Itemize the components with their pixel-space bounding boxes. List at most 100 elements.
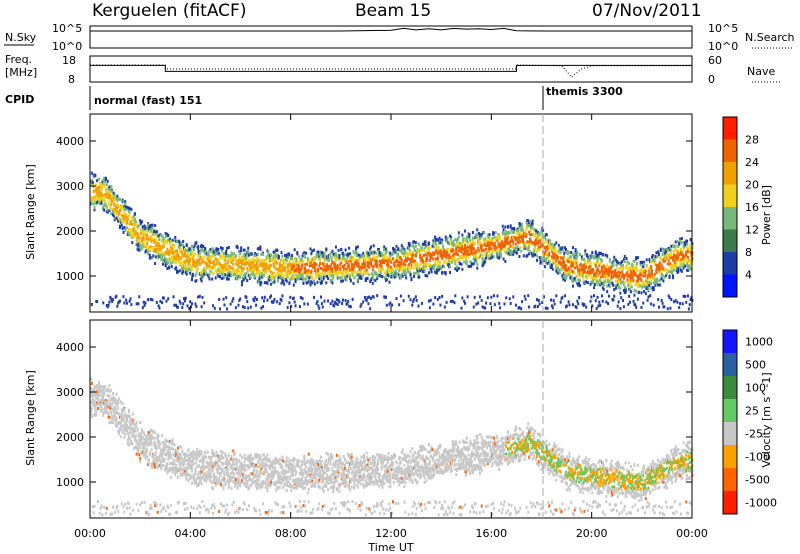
scatter-cell <box>551 258 554 262</box>
scatter-cell <box>190 244 193 248</box>
scatter-cell <box>517 241 520 245</box>
scatter-cell <box>622 258 625 262</box>
scatter-cell <box>621 260 624 264</box>
scatter-cell <box>116 304 119 308</box>
scatter-cell <box>323 272 326 276</box>
scatter-cell <box>91 395 94 399</box>
scatter-cell <box>199 277 202 281</box>
scatter-cell <box>291 271 294 275</box>
scatter-cell <box>648 269 651 273</box>
scatter-cell <box>192 263 195 267</box>
scatter-cell <box>135 502 138 506</box>
scatter-cell <box>606 254 609 258</box>
scatter-cell <box>560 262 563 266</box>
scatter-cell <box>384 295 387 299</box>
scatter-cell <box>109 196 112 200</box>
scatter-cell <box>337 248 340 252</box>
scatter-cell <box>162 253 165 257</box>
scatter-cell <box>271 273 274 277</box>
scatter-cell <box>285 279 288 283</box>
scatter-cell <box>344 269 347 273</box>
scatter-cell <box>105 205 108 209</box>
scatter-cell <box>602 283 605 287</box>
scatter-cell <box>623 254 626 258</box>
scatter-cell <box>240 272 243 276</box>
scatter-cell <box>437 249 440 253</box>
scatter-cell <box>688 244 691 248</box>
scatter-cell <box>461 267 464 271</box>
scatter-cell <box>634 271 637 275</box>
scatter-cell <box>536 237 539 241</box>
scatter-cell <box>646 277 649 281</box>
scatter-cell <box>152 460 155 464</box>
scatter-cell <box>213 263 216 267</box>
scatter-cell <box>110 185 113 189</box>
scatter-cell <box>384 253 387 257</box>
scatter-cell <box>127 434 130 438</box>
scatter-cell <box>461 243 464 247</box>
scatter-cell <box>455 258 458 262</box>
scatter-cell <box>109 188 112 192</box>
scatter-cell <box>208 273 211 277</box>
scatter-cell <box>308 264 311 268</box>
scatter-cell <box>149 439 152 443</box>
scatter-cell <box>371 268 374 272</box>
scatter-cell <box>384 259 387 263</box>
scatter-cell <box>463 301 466 305</box>
scatter-cell <box>133 418 136 422</box>
scatter-cell <box>629 300 632 304</box>
scatter-cell <box>491 241 494 245</box>
scatter-cell <box>492 243 495 247</box>
scatter-cell <box>159 253 162 257</box>
scatter-cell <box>585 305 588 309</box>
scatter-cell <box>163 242 166 246</box>
scatter-cell <box>448 242 451 246</box>
scatter-cell <box>568 303 571 307</box>
scatter-cell <box>534 243 537 247</box>
scatter-cell <box>483 258 486 262</box>
scatter-cell <box>385 303 388 307</box>
scatter-cell <box>521 234 524 238</box>
scatter-cell <box>341 301 344 305</box>
scatter-cell <box>527 240 530 244</box>
scatter-cell <box>118 431 121 435</box>
scatter-cell <box>551 267 554 271</box>
scatter-cell <box>176 250 179 254</box>
scatter-cell <box>353 276 356 280</box>
scatter-cell <box>625 266 628 270</box>
scatter-cell <box>635 257 638 261</box>
scatter-cell <box>127 408 130 412</box>
scatter-cell <box>133 227 136 231</box>
scatter-cell <box>678 253 681 257</box>
scatter-cell <box>643 262 646 266</box>
cpid-label: CPID <box>5 93 34 106</box>
scatter-cell <box>686 242 689 246</box>
scatter-cell <box>374 279 377 283</box>
scatter-cell <box>356 273 359 277</box>
scatter-cell <box>115 416 118 420</box>
scatter-cell <box>593 294 596 298</box>
scatter-cell <box>678 258 681 262</box>
scatter-cell <box>524 242 527 246</box>
scatter-cell <box>633 259 636 263</box>
scatter-cell <box>285 272 288 276</box>
scatter-cell <box>123 225 126 229</box>
scatter-cell <box>146 441 149 445</box>
scatter-cell <box>422 269 425 273</box>
scatter-cell <box>519 245 522 249</box>
scatter-cell <box>545 233 548 237</box>
scatter-cell <box>300 270 303 274</box>
scatter-cell <box>141 306 144 310</box>
scatter-cell <box>440 249 443 253</box>
scatter-cell <box>276 261 279 265</box>
scatter-cell <box>385 256 388 260</box>
scatter-cell <box>305 251 308 255</box>
scatter-cell <box>125 421 128 425</box>
scatter-cell <box>416 269 419 273</box>
scatter-cell <box>470 264 473 268</box>
scatter-cell <box>352 255 355 259</box>
scatter-cell <box>219 268 222 272</box>
scatter-cell <box>593 272 596 276</box>
scatter-cell <box>410 263 413 267</box>
scatter-cell <box>129 228 132 232</box>
